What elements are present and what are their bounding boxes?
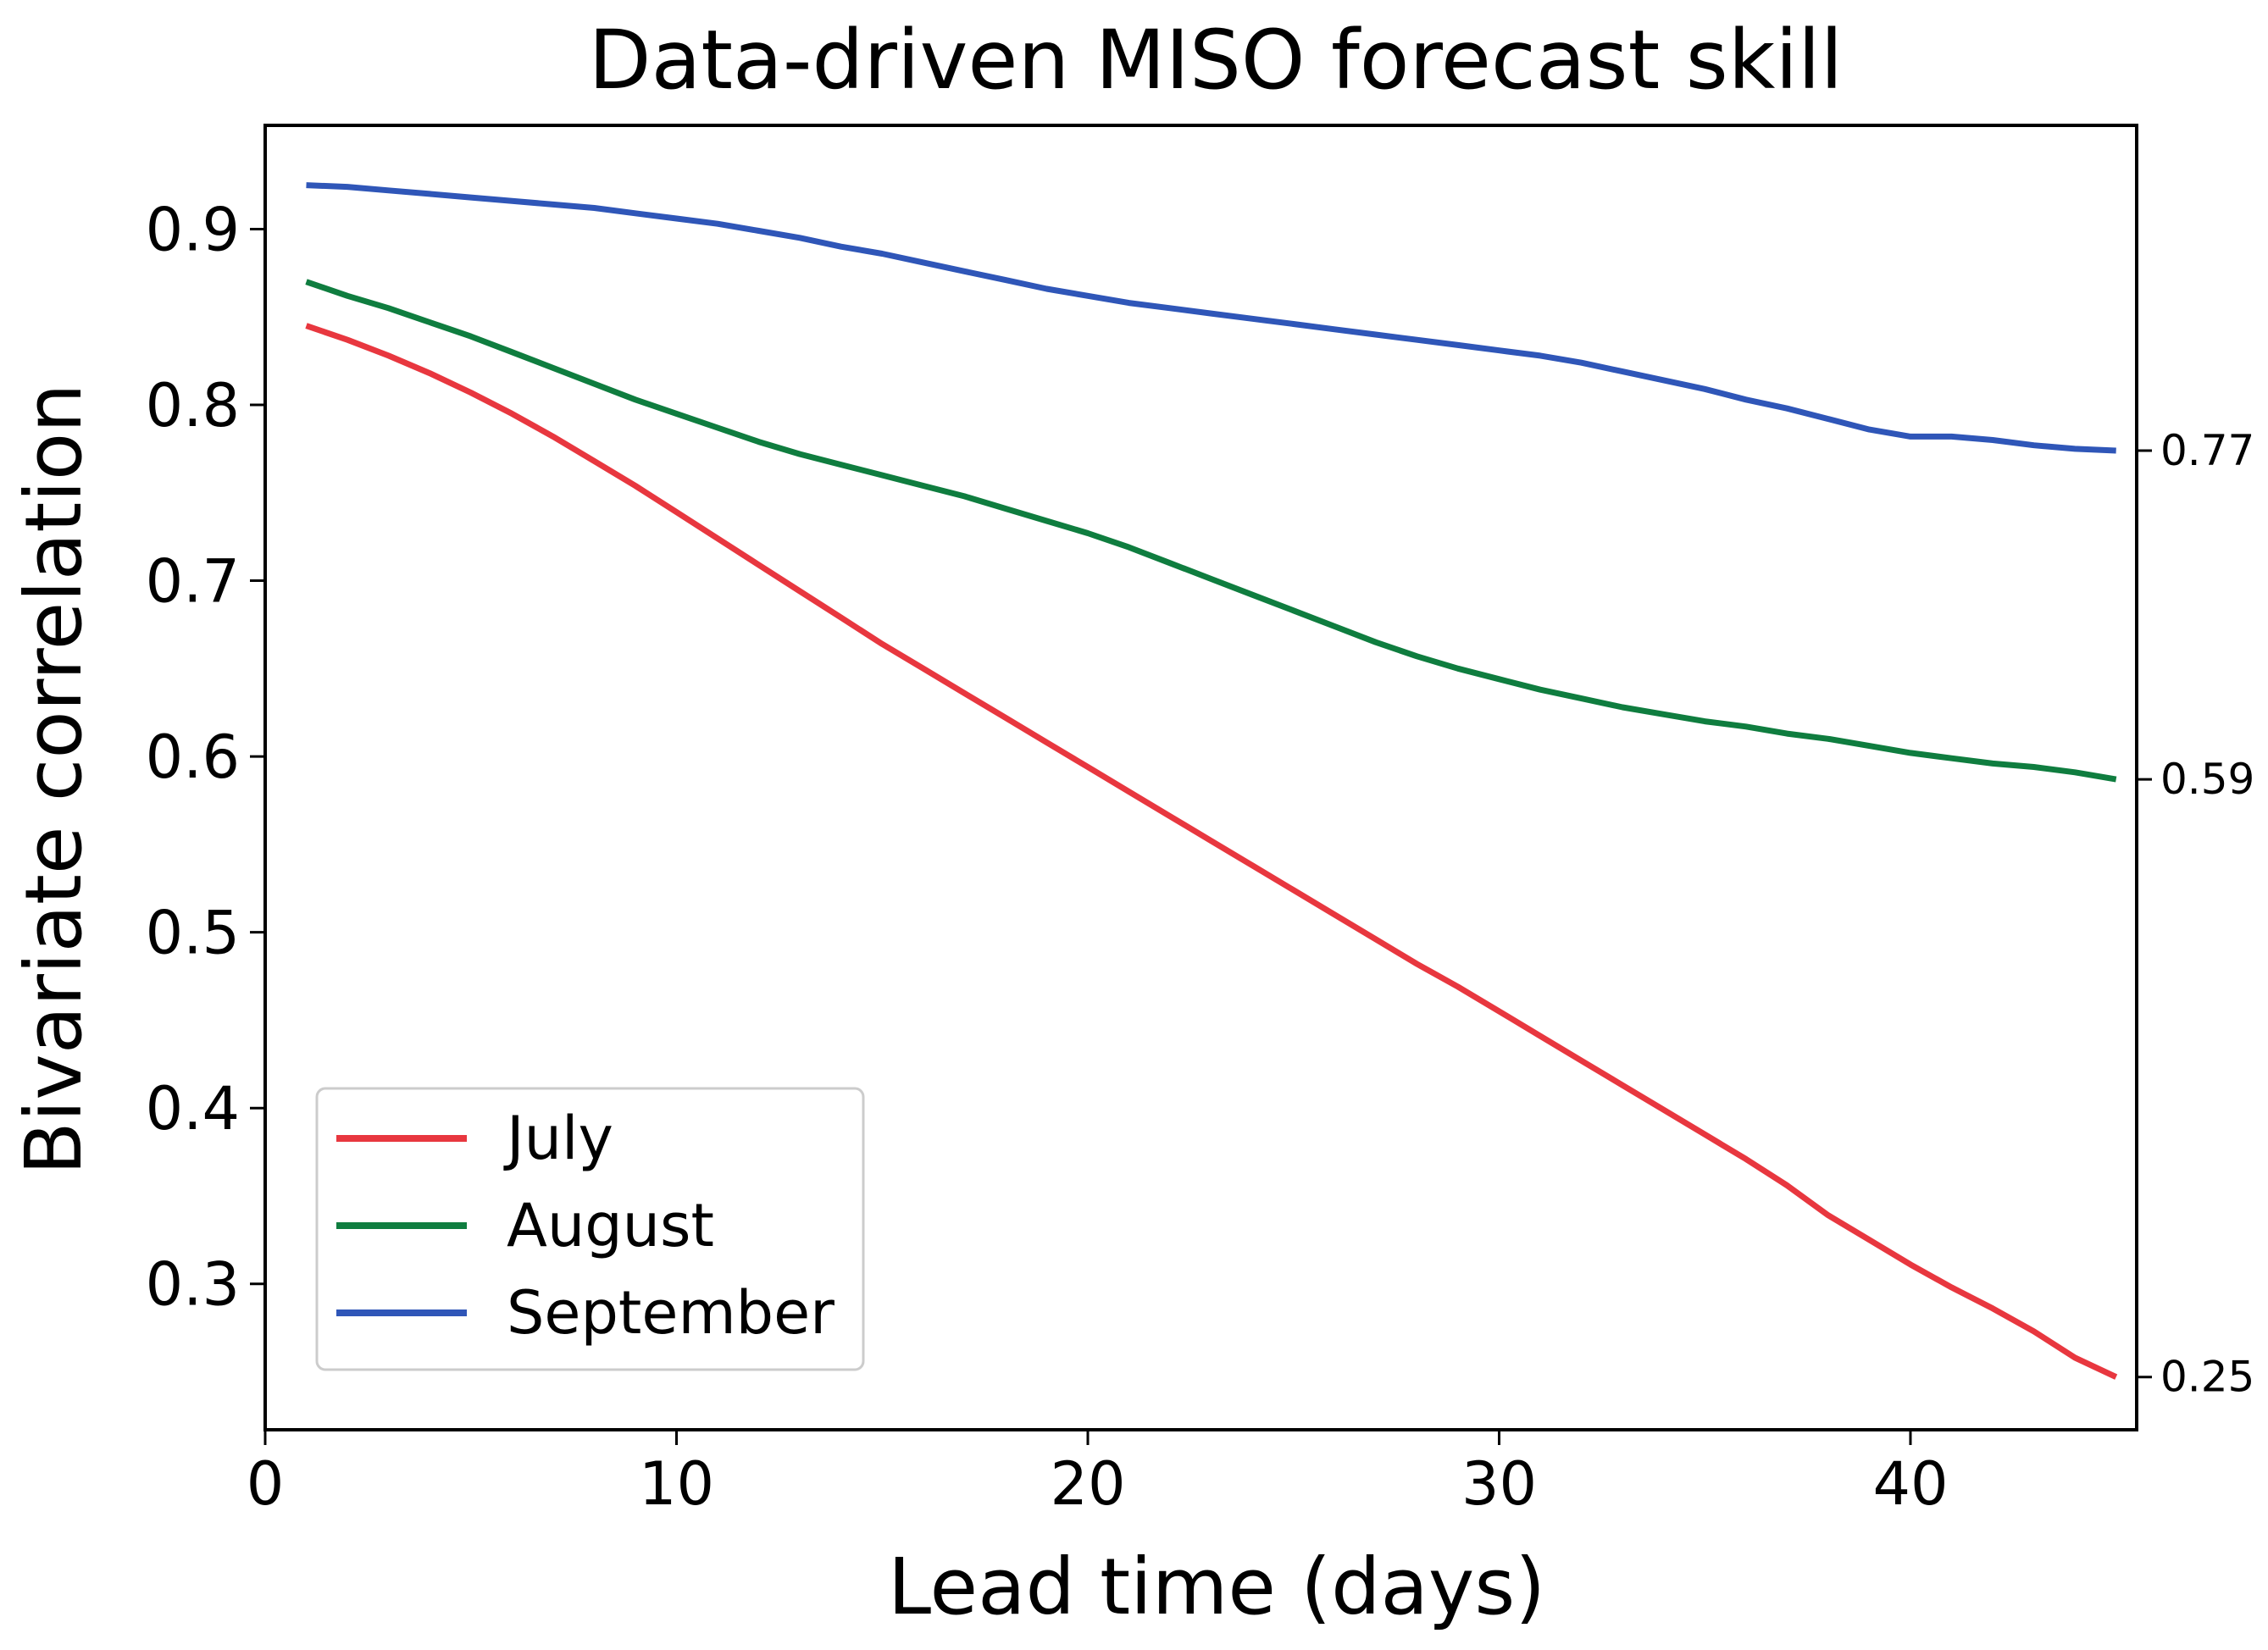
x-tick-label: 20 bbox=[1050, 1449, 1125, 1519]
series-line-august bbox=[305, 279, 2117, 783]
y-axis-label: Bivariate correlation bbox=[8, 384, 99, 1176]
axes: 0 10 20 30 40 0.3 0.4 0.5 0.6 0.7 0.8 0.9 bbox=[146, 195, 1949, 1519]
end-value-label-july: 0.25 bbox=[2160, 1353, 2254, 1402]
y-tick-label: 0.6 bbox=[146, 723, 240, 792]
end-value-label-august: 0.59 bbox=[2160, 755, 2254, 804]
series-lines: 0.25 0.59 0.77 bbox=[305, 182, 2254, 1402]
x-tick-label: 30 bbox=[1461, 1449, 1537, 1519]
end-value-label-september: 0.77 bbox=[2160, 426, 2254, 475]
y-tick-label: 0.8 bbox=[146, 371, 240, 440]
legend-label-september: September bbox=[507, 1278, 835, 1348]
legend-label-august: August bbox=[507, 1191, 714, 1260]
y-tick-label: 0.3 bbox=[146, 1250, 240, 1320]
x-tick-label: 0 bbox=[247, 1449, 285, 1519]
plot-frame bbox=[263, 124, 2138, 1431]
y-tick-label: 0.9 bbox=[146, 195, 240, 264]
x-axis-label: Lead time (days) bbox=[888, 1542, 1545, 1632]
y-tick-label: 0.4 bbox=[146, 1074, 240, 1143]
series-line-september bbox=[306, 182, 2116, 454]
series-line-july bbox=[305, 323, 2118, 1380]
y-tick-label: 0.5 bbox=[146, 899, 240, 968]
legend-box bbox=[315, 1087, 865, 1371]
chart-title: Data-driven MISO forecast skill bbox=[589, 13, 1844, 108]
legend: July August September bbox=[315, 1087, 865, 1371]
x-tick-label: 10 bbox=[639, 1449, 714, 1519]
plot-area-border bbox=[263, 124, 2138, 1431]
x-tick-label: 40 bbox=[1872, 1449, 1948, 1519]
legend-label-july: July bbox=[503, 1104, 613, 1173]
y-tick-label: 0.7 bbox=[146, 547, 240, 617]
